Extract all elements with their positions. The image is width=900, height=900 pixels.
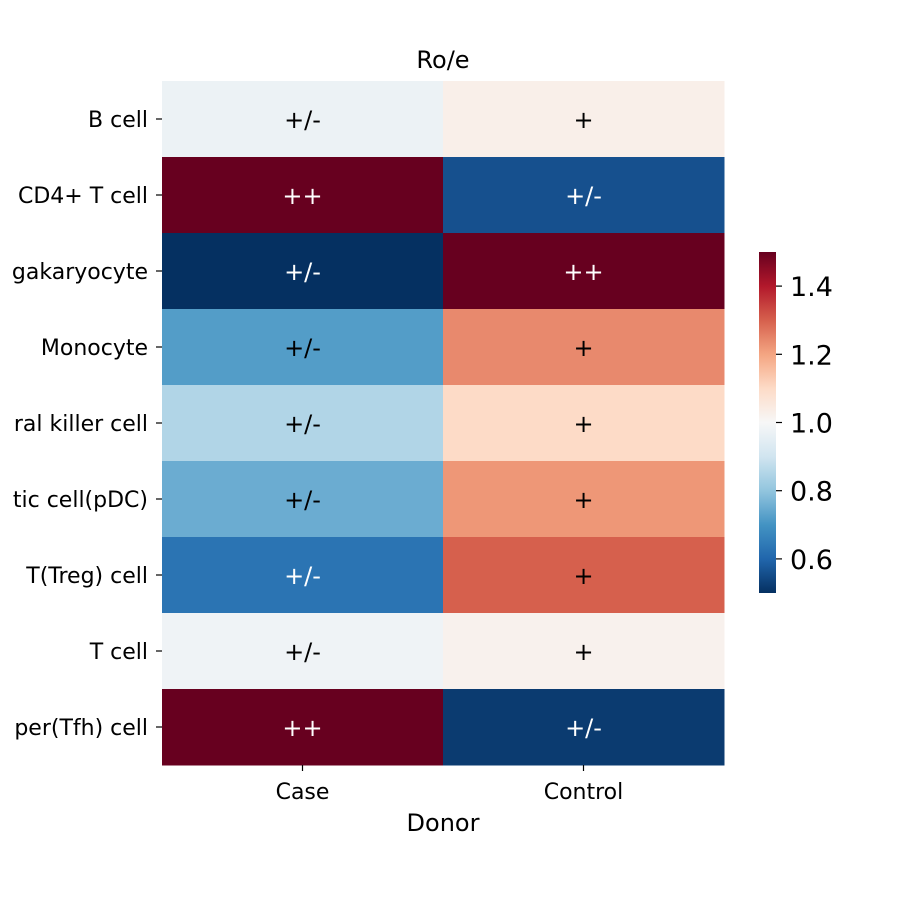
- colorbar: 0.6 0.8 1.0 1.2 1.4: [759, 252, 833, 593]
- y-tick-label: CD4+ T cell: [18, 184, 148, 209]
- y-tick-label: T cell: [89, 640, 148, 665]
- cell-annotation: +/-: [284, 562, 321, 590]
- cell-annotation: ++: [282, 182, 322, 210]
- cell-annotation: +/-: [284, 410, 321, 438]
- y-tick-label: per(Tfh) cell: [14, 716, 148, 741]
- cell-annotation: +: [573, 334, 593, 362]
- heatmap-cell: [162, 385, 444, 462]
- chart-title: Ro/e: [416, 46, 469, 74]
- cell-annotation: +/-: [284, 106, 321, 134]
- cell-annotation: +/-: [284, 638, 321, 666]
- colorbar-tick-label: 1.0: [790, 409, 833, 440]
- cell-annotation: +: [573, 638, 593, 666]
- heatmap-cell: [443, 233, 725, 310]
- heatmap-cell: [443, 157, 725, 234]
- cell-annotation: ++: [563, 258, 603, 286]
- heatmap-cell: [443, 537, 725, 614]
- colorbar-gradient: [759, 252, 776, 593]
- heatmap-cell: [443, 385, 725, 462]
- heatmap-cell: [162, 537, 444, 614]
- colorbar-tick-label: 0.8: [790, 477, 833, 508]
- x-tick-label: Control: [544, 780, 624, 805]
- x-axis: Case Control: [276, 765, 624, 805]
- heatmap-cell: [162, 613, 444, 690]
- y-tick-label: gakaryocyte: [12, 260, 148, 285]
- y-tick-label: T(Treg) cell: [25, 564, 148, 589]
- y-tick-label: Monocyte: [41, 336, 148, 361]
- y-tick-label: B cell: [88, 108, 148, 133]
- heatmap-cell: [443, 81, 725, 158]
- colorbar-tick-label: 1.4: [790, 272, 833, 303]
- cell-annotation: +/-: [565, 714, 602, 742]
- x-axis-label: Donor: [407, 809, 480, 837]
- colorbar-tick-label: 0.6: [790, 545, 833, 576]
- cell-annotation: ++: [282, 714, 322, 742]
- heatmap-cell: [162, 689, 444, 766]
- heatmap-cell: [162, 81, 444, 158]
- heatmap-cell: [443, 309, 725, 386]
- cell-annotation: +/-: [284, 334, 321, 362]
- heatmap-cell: [162, 461, 444, 538]
- cell-annotation: +/-: [565, 182, 602, 210]
- heatmap-cell: [162, 309, 444, 386]
- heatmap-cell: [443, 461, 725, 538]
- heatmap-cells: +/- +++ +/-+/- +++/- ++/- ++/- ++/- ++/- +++ +/-: [162, 81, 725, 766]
- heatmap-cell: [443, 613, 725, 690]
- heatmap-cell: [162, 233, 444, 310]
- heatmap-cell: [443, 689, 725, 766]
- y-tick-label: tic cell(pDC): [13, 488, 148, 513]
- heatmap-cell: [162, 157, 444, 234]
- y-tick-label: ral killer cell: [14, 412, 148, 437]
- cell-annotation: +: [573, 486, 593, 514]
- cell-annotation: +: [573, 106, 593, 134]
- cell-annotation: +: [573, 410, 593, 438]
- x-tick-label: Case: [276, 780, 330, 805]
- cell-annotation: +/-: [284, 486, 321, 514]
- colorbar-tick-label: 1.2: [790, 340, 833, 371]
- cell-annotation: +: [573, 562, 593, 590]
- cell-annotation: +/-: [284, 258, 321, 286]
- y-axis: B cell CD4+ T cell gakaryocyte Monocyte ral …: [12, 108, 162, 741]
